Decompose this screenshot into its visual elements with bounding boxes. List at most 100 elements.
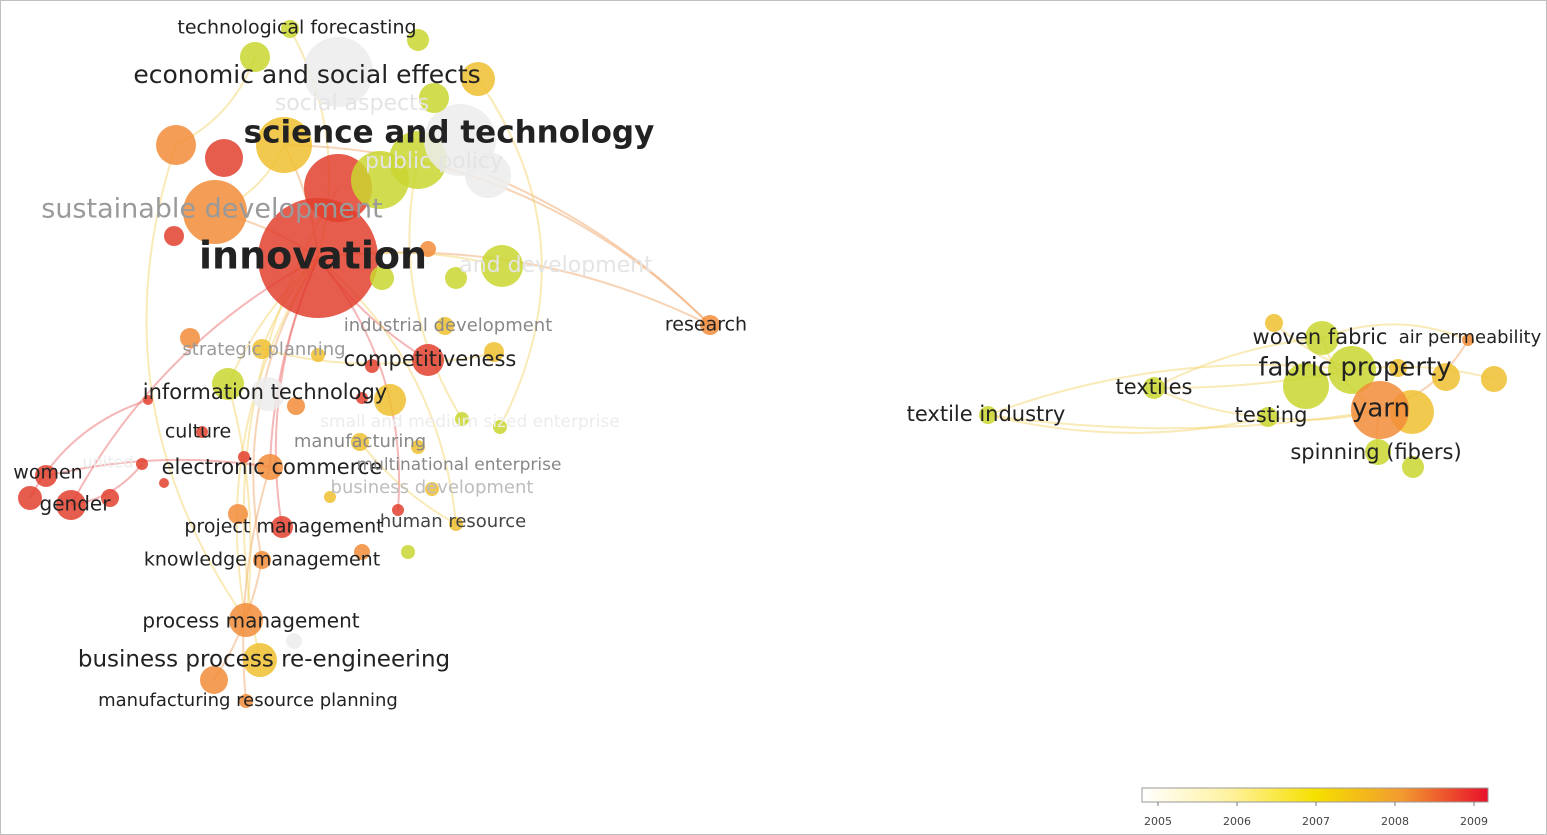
node-green-top-right[interactable] — [407, 29, 429, 51]
term-label-public-policy[interactable]: public policy — [365, 149, 503, 174]
node-yellow-competitiveness[interactable] — [484, 342, 504, 362]
node-sustainable-development[interactable] — [183, 180, 247, 244]
node-yellow-air[interactable] — [1481, 366, 1507, 392]
node-green-top[interactable] — [240, 42, 270, 72]
term-label-innovation[interactable]: innovation — [199, 234, 427, 278]
node-green-dot-sme[interactable] — [493, 420, 507, 434]
node-white-pm[interactable] — [286, 633, 302, 649]
node-yellow-dot[interactable] — [311, 348, 325, 362]
term-label-air-permeability[interactable]: air permeability — [1399, 327, 1542, 348]
term-label-knowledge-management[interactable]: knowledge management — [144, 549, 380, 571]
node-textile-industry[interactable] — [979, 406, 997, 424]
node-red-dot-5[interactable] — [159, 478, 169, 488]
node-culture[interactable] — [196, 426, 208, 438]
node-orange-dot[interactable] — [354, 544, 370, 560]
node-and-development[interactable] — [481, 245, 523, 287]
node-technological-forecasting[interactable] — [281, 20, 299, 38]
node-green-fabric[interactable] — [1283, 363, 1329, 409]
node-manufacturing[interactable] — [351, 433, 369, 451]
term-label-fabric-property[interactable]: fabric property — [1258, 353, 1451, 383]
term-label-competitiveness[interactable]: competitiveness — [344, 347, 517, 371]
node-yellow-it[interactable] — [374, 384, 406, 416]
term-label-science-and-technology[interactable]: science and technology — [244, 115, 655, 151]
node-orange-strategic[interactable] — [180, 328, 200, 348]
node-red-gender[interactable] — [101, 489, 119, 507]
term-label-testing[interactable]: testing — [1235, 403, 1308, 427]
term-label-process-management[interactable]: process management — [142, 609, 359, 633]
term-label-project-management[interactable]: project management — [184, 516, 383, 538]
node-business-development[interactable] — [425, 482, 439, 496]
term-label-gender[interactable]: gender — [40, 492, 112, 516]
node-orange-it[interactable] — [287, 397, 305, 415]
node-research[interactable] — [700, 315, 720, 335]
term-label-sustainable-development[interactable]: sustainable development — [41, 194, 382, 225]
term-label-yarn[interactable]: yarn — [1352, 394, 1410, 424]
term-label-united[interactable]: united — [83, 453, 134, 472]
node-green-small-2[interactable] — [370, 266, 394, 290]
node-red-dot-2[interactable] — [356, 392, 368, 404]
node-red-small-left[interactable] — [164, 226, 184, 246]
node-spinning-fibers[interactable] — [1365, 439, 1391, 465]
node-manufacturing-resource-planning[interactable] — [239, 694, 253, 708]
node-yarn[interactable] — [1351, 381, 1409, 439]
node-testing[interactable] — [1258, 407, 1278, 427]
term-label-human-resource[interactable]: human resource — [380, 511, 526, 532]
term-label-strategic-planning[interactable]: strategic planning — [182, 339, 345, 360]
term-label-industrial-development[interactable]: industrial development — [344, 315, 553, 336]
node-white-it[interactable] — [251, 377, 285, 411]
node-green-dot[interactable] — [401, 545, 415, 559]
node-science-and-technology[interactable] — [256, 117, 312, 173]
node-united[interactable] — [136, 458, 148, 470]
term-label-spinning-fibers[interactable]: spinning (fibers) — [1290, 440, 1461, 464]
node-red-dot-4[interactable] — [238, 451, 250, 463]
node-gender[interactable] — [56, 490, 86, 520]
node-innovation[interactable] — [258, 198, 378, 318]
term-label-culture[interactable]: culture — [165, 421, 231, 443]
node-knowledge-management[interactable] — [253, 551, 271, 569]
node-information-technology[interactable] — [212, 368, 244, 400]
node-orange-bpr[interactable] — [200, 666, 228, 694]
term-label-manufacturing-resource-planning[interactable]: manufacturing resource planning — [98, 690, 398, 711]
node-green-mid[interactable] — [419, 83, 449, 113]
node-yellow-dot-3[interactable] — [324, 491, 336, 503]
node-red-dot-6[interactable] — [392, 504, 404, 516]
node-human-resource[interactable] — [449, 517, 463, 531]
node-green-small[interactable] — [445, 267, 467, 289]
node-orange-pm[interactable] — [228, 504, 248, 524]
node-business-process-re-engineering[interactable] — [243, 643, 277, 677]
node-yellow-woven[interactable] — [1265, 314, 1283, 332]
term-label-small-and-medium-sized-enterprise[interactable]: small and medium sized enterprise — [320, 412, 620, 432]
node-process-management[interactable] — [229, 603, 263, 637]
node-industrial-development[interactable] — [436, 317, 454, 335]
node-green-spinning[interactable] — [1402, 456, 1424, 478]
node-fabric-property[interactable] — [1328, 346, 1376, 394]
term-label-women[interactable]: women — [13, 462, 82, 484]
node-competitiveness[interactable] — [412, 344, 444, 376]
node-yellow-top-right[interactable] — [461, 62, 495, 96]
term-label-economic-and-social-effects[interactable]: economic and social effects — [133, 60, 480, 89]
node-orange-left[interactable] — [156, 125, 196, 165]
term-label-manufacturing[interactable]: manufacturing — [294, 431, 426, 452]
node-strategic-planning[interactable] — [252, 339, 272, 359]
node-woven-fabric[interactable] — [1305, 321, 1339, 355]
node-small-medium-enterprise[interactable] — [455, 412, 469, 426]
term-label-woven-fabric[interactable]: woven fabric — [1253, 325, 1388, 349]
node-project-management[interactable] — [271, 516, 293, 538]
term-label-technological-forecasting[interactable]: technological forecasting — [177, 17, 416, 39]
term-label-business-development[interactable]: business development — [331, 477, 534, 498]
term-label-research[interactable]: research — [665, 314, 747, 336]
node-orange-small[interactable] — [420, 241, 436, 257]
node-yellow-fabric-2[interactable] — [1432, 363, 1460, 391]
node-textiles[interactable] — [1143, 377, 1165, 399]
term-label-and-development[interactable]: and development — [459, 253, 653, 278]
term-label-textile-industry[interactable]: textile industry — [907, 402, 1066, 426]
node-red-left[interactable] — [205, 139, 243, 177]
node-yellow-fabric[interactable] — [1389, 359, 1407, 377]
node-red-dot[interactable] — [365, 359, 379, 373]
node-public-policy[interactable] — [465, 152, 511, 198]
term-label-business-process-re-engineering[interactable]: business process re-engineering — [78, 647, 450, 673]
node-economic-and-social-effects[interactable] — [303, 37, 373, 107]
term-label-textiles[interactable]: textiles — [1116, 375, 1193, 399]
term-label-social-aspects[interactable]: social aspects — [275, 91, 429, 116]
